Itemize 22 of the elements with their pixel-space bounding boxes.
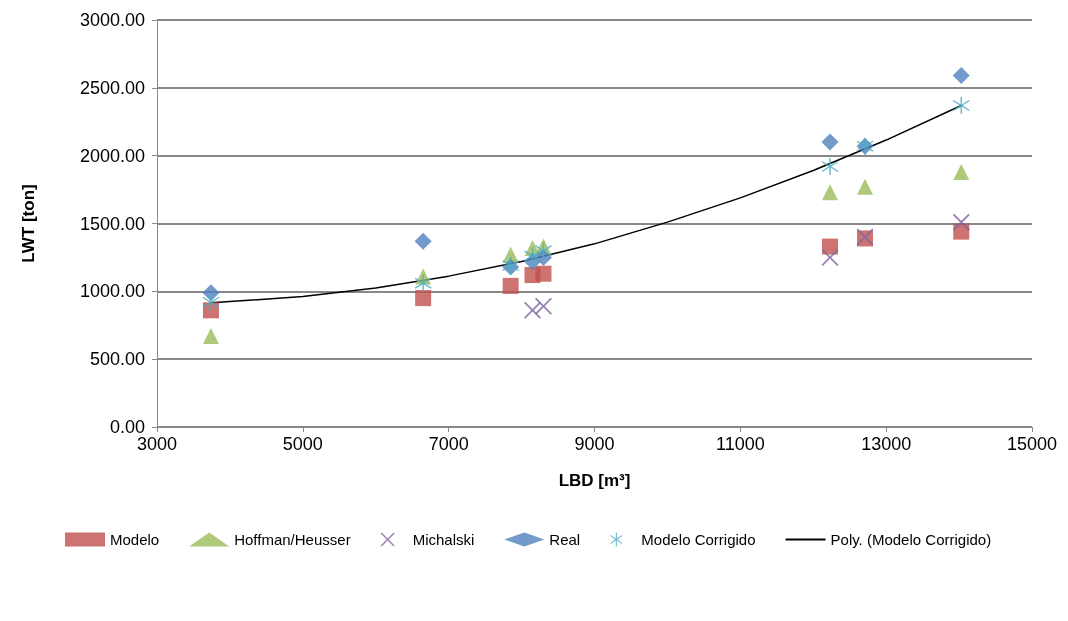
x-tick-label: 11000	[715, 434, 765, 454]
x-tick-label: 3000	[136, 434, 178, 454]
y-tick-label: 1000.00	[79, 281, 145, 302]
legend-label: Poly. (Modelo Corrigido)	[830, 531, 992, 548]
legend-label: Hoffman/Heusser	[234, 531, 351, 548]
y-tick-label: 2000.00	[79, 145, 145, 166]
y-tick-label: 3000.00	[79, 10, 145, 30]
x-tick-label: 9000	[574, 434, 615, 454]
legend-label: Michalski	[412, 531, 475, 548]
y-tick-label: 1500.00	[79, 213, 145, 234]
legend-label: Real	[549, 531, 581, 548]
y-axis-title: LWT [ton]	[19, 184, 38, 263]
x-tick-label: 13000	[861, 434, 912, 454]
legend-label: Modelo Corrigido	[641, 531, 756, 548]
y-tick-label: 500.00	[89, 349, 145, 370]
y-tick-label: 2500.00	[79, 77, 145, 98]
x-tick-label: 7000	[428, 434, 469, 454]
legend-label: Modelo	[110, 531, 160, 548]
y-tick-label: 0.00	[109, 417, 145, 437]
x-tick-label: 15000	[1006, 434, 1058, 454]
x-axis-title: LBD [m³]	[558, 471, 631, 490]
x-tick-label: 5000	[282, 434, 323, 454]
